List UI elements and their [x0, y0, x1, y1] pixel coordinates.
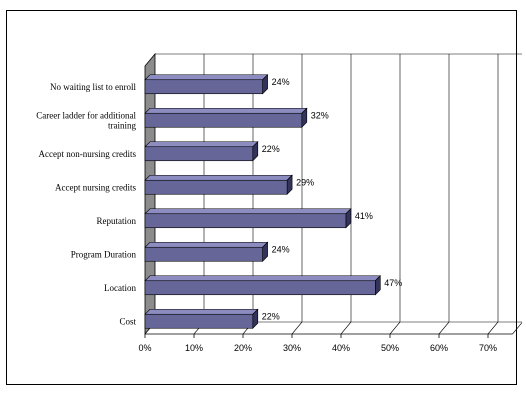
- category-labels: No waiting list to enroll Career ladder f…: [36, 82, 136, 327]
- gridline-floor: [340, 321, 352, 335]
- gridline-floor: [438, 321, 450, 335]
- value-labels: 24% 32% 22% 29% 41% 24% 47% 22%: [262, 77, 403, 322]
- bar: [144, 208, 352, 229]
- x-tick-label: 30%: [283, 343, 301, 353]
- bar: [144, 107, 308, 128]
- bar-front-face: [144, 179, 288, 195]
- category-label: Accept non-nursing credits: [39, 149, 137, 159]
- bar: [144, 141, 259, 162]
- x-tick-label: 60%: [430, 343, 448, 353]
- category-label: Program Duration: [71, 249, 137, 259]
- category-label: Location: [104, 283, 136, 293]
- bar-value-label: 22%: [262, 311, 280, 321]
- bar-top-face: [144, 174, 293, 181]
- bar: [144, 174, 293, 195]
- x-tick-label: 10%: [185, 343, 203, 353]
- x-tick-label: 20%: [234, 343, 252, 353]
- bar: [144, 308, 259, 329]
- category-label: Cost: [119, 316, 136, 326]
- bar-value-label: 29%: [296, 177, 314, 187]
- x-tick-label: 0%: [138, 343, 151, 353]
- bar-top-face: [144, 308, 259, 315]
- bar-front-face: [144, 112, 303, 128]
- floor-right-edge: [512, 322, 523, 335]
- bar-front-face: [144, 280, 376, 296]
- x-tick-label: 70%: [479, 343, 497, 353]
- category-label: No waiting list to enroll: [50, 82, 136, 92]
- gridline-floor: [389, 321, 401, 335]
- bar-value-label: 24%: [272, 77, 290, 87]
- bar-front-face: [144, 213, 347, 229]
- bar-value-label: 47%: [384, 278, 402, 288]
- bar-top-face: [144, 141, 259, 148]
- bar-top-face: [144, 208, 352, 215]
- bar-value-label: 32%: [311, 110, 329, 120]
- gridline-floor: [487, 321, 499, 335]
- category-label: Career ladder for additional training: [36, 110, 136, 130]
- chart-border: [6, 10, 517, 385]
- x-tick-label: 50%: [381, 343, 399, 353]
- gridline-floor: [291, 321, 303, 335]
- bar-front-face: [144, 79, 263, 95]
- bar-top-face: [144, 107, 308, 114]
- bar: [144, 241, 269, 262]
- bars-group: [144, 74, 382, 329]
- bar-value-label: 22%: [262, 144, 280, 154]
- bar-value-label: 24%: [272, 244, 290, 254]
- x-axis-ticks: 0% 10% 20% 30% 40% 50% 60% 70%: [138, 334, 497, 353]
- bar: [144, 74, 269, 95]
- bar-top-face: [144, 241, 269, 248]
- bar-front-face: [144, 146, 254, 162]
- bar-top-face: [144, 74, 269, 81]
- x-tick-label: 40%: [332, 343, 350, 353]
- category-label: Reputation: [97, 216, 137, 226]
- bar-value-label: 41%: [355, 211, 373, 221]
- category-label: Accept nursing credits: [55, 182, 136, 192]
- bar-top-face: [144, 275, 382, 282]
- bar-front-face: [144, 246, 263, 262]
- bar-front-face: [144, 313, 254, 329]
- bar: [144, 275, 382, 296]
